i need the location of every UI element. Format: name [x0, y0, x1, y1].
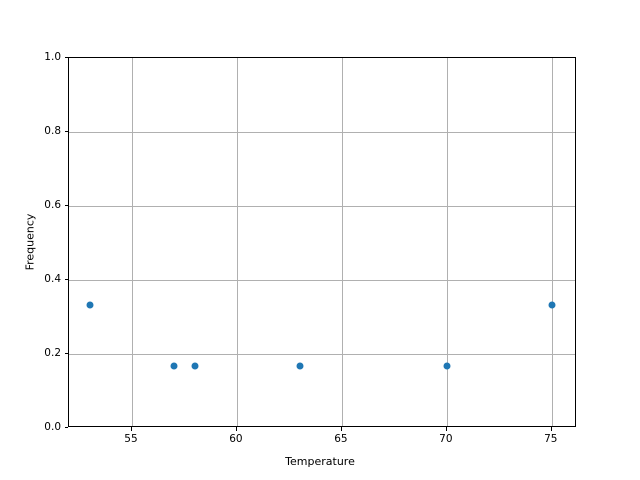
y-tick-mark [64, 279, 68, 280]
x-tick-label: 55 [124, 433, 138, 445]
gridline-horizontal [69, 132, 575, 133]
y-tick-mark [64, 353, 68, 354]
x-tick-label: 75 [544, 433, 558, 445]
x-tick-mark [235, 427, 237, 431]
gridline-vertical [341, 58, 343, 426]
scatter-point [296, 362, 304, 370]
gridline-horizontal [69, 206, 575, 207]
x-tick-label: 65 [334, 433, 348, 445]
y-tick-mark [64, 205, 68, 206]
y-tick-mark [64, 57, 68, 58]
x-tick-mark [550, 427, 552, 431]
x-tick-label: 70 [439, 433, 453, 445]
y-axis-label: Frequency [23, 213, 37, 271]
gridline-horizontal [69, 354, 575, 355]
scatter-point [548, 301, 556, 309]
scatter-point [170, 362, 178, 370]
x-tick-mark [445, 427, 447, 431]
y-tick-label: 0.8 [44, 125, 61, 137]
y-tick-label: 0.2 [44, 347, 61, 359]
y-tick-mark [64, 427, 68, 428]
x-axis-label: Temperature [285, 455, 355, 468]
scatter-point [443, 362, 451, 370]
gridline-horizontal [69, 280, 575, 281]
x-tick-mark [130, 427, 132, 431]
scatter-point [86, 301, 94, 309]
gridline-vertical [446, 58, 448, 426]
gridline-vertical [551, 58, 553, 426]
x-tick-label: 60 [229, 433, 243, 445]
scatter-point [191, 362, 199, 370]
y-tick-label: 1.0 [44, 51, 61, 63]
y-tick-label: 0.6 [44, 199, 61, 211]
gridline-vertical [131, 58, 133, 426]
x-tick-mark [340, 427, 342, 431]
y-tick-label: 0.4 [44, 273, 61, 285]
y-tick-label: 0.0 [44, 421, 61, 433]
gridline-vertical [236, 58, 238, 426]
y-tick-mark [64, 131, 68, 132]
plot-area [68, 57, 576, 427]
